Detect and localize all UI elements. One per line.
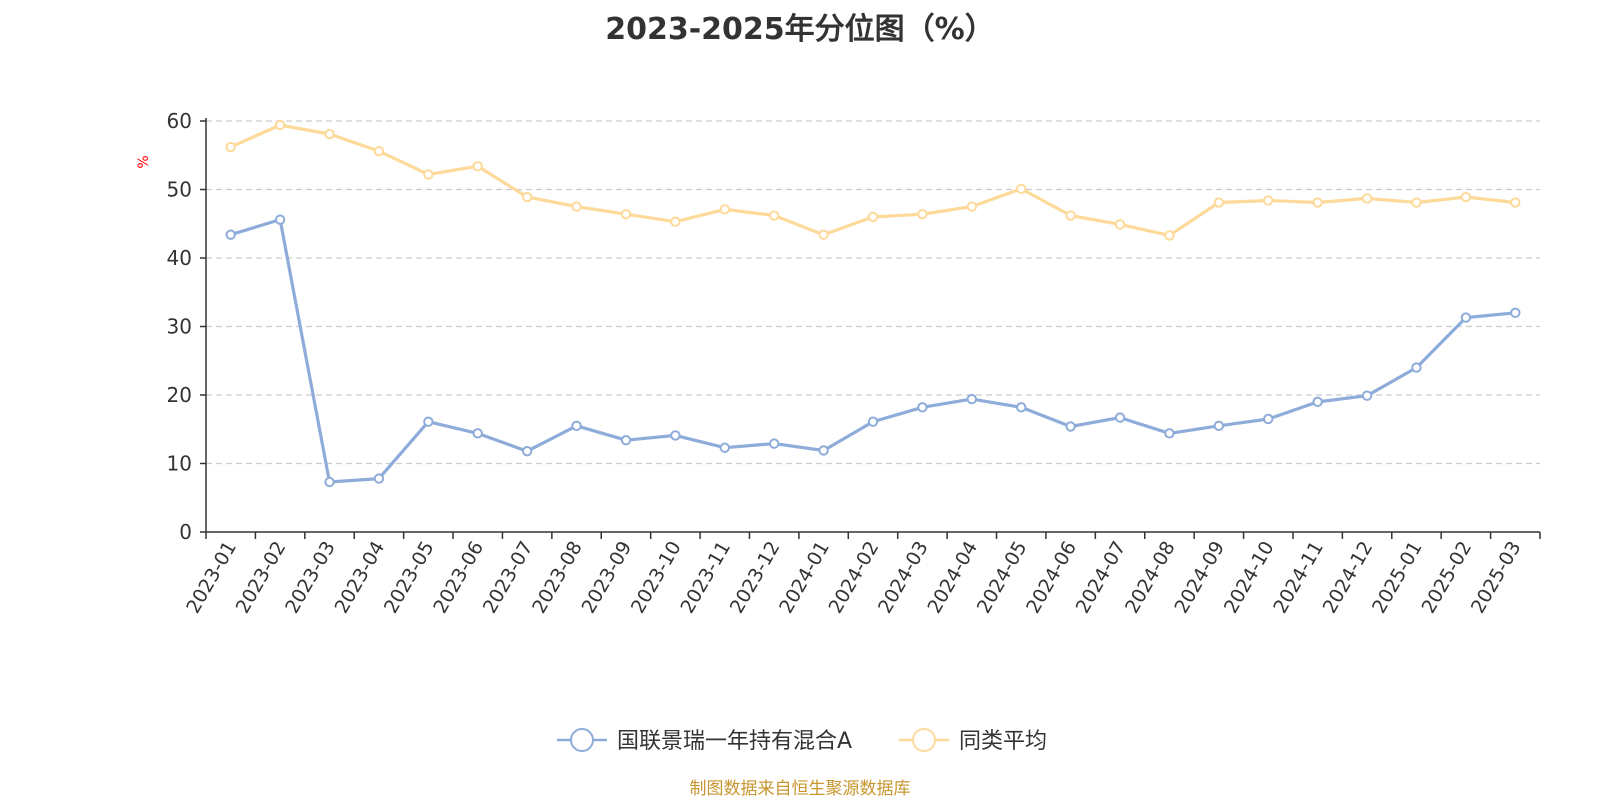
data-point xyxy=(225,141,236,153)
y-tick-label: 20 xyxy=(167,383,192,407)
data-point xyxy=(1510,307,1521,318)
data-point xyxy=(373,473,385,484)
y-axis-unit-label: % xyxy=(136,155,152,168)
x-tick-label: 2025-03 xyxy=(1467,538,1526,618)
data-point xyxy=(1065,210,1076,221)
data-point xyxy=(1164,230,1175,241)
data-point xyxy=(1312,197,1323,208)
data-point xyxy=(1114,412,1126,423)
data-point xyxy=(719,204,730,215)
data-point xyxy=(1213,420,1225,432)
series-layer xyxy=(225,119,1521,488)
gridlines xyxy=(206,120,1540,465)
data-point xyxy=(620,208,632,220)
data-point xyxy=(1460,312,1472,323)
data-point xyxy=(1411,197,1422,208)
data-point xyxy=(768,438,780,449)
data-point xyxy=(917,402,928,413)
data-point xyxy=(571,201,582,212)
data-point xyxy=(620,435,632,446)
data-point xyxy=(1164,428,1175,439)
data-point xyxy=(670,216,681,227)
data-point xyxy=(1411,362,1422,373)
data-point xyxy=(274,214,286,225)
series-1 xyxy=(225,214,1521,488)
legend-item-1[interactable]: 国联景瑞一年持有混合A xyxy=(557,728,852,754)
data-point xyxy=(1312,396,1323,408)
data-point xyxy=(274,119,286,131)
data-point xyxy=(324,476,335,488)
data-point xyxy=(768,210,780,221)
data-point xyxy=(521,445,533,457)
data-point xyxy=(1263,195,1274,206)
data-point xyxy=(966,393,978,405)
legend-item-2[interactable]: 同类平均 xyxy=(899,728,1047,754)
series-2 xyxy=(225,119,1521,241)
data-point xyxy=(1065,421,1076,432)
data-point xyxy=(917,208,928,220)
legend[interactable]: 国联景瑞一年持有混合A 同类平均 xyxy=(557,728,1047,754)
legend-marker xyxy=(570,728,594,752)
data-point xyxy=(719,442,730,453)
data-point xyxy=(1361,390,1373,401)
data-point xyxy=(1016,183,1027,195)
y-tick-label: 60 xyxy=(167,109,192,133)
data-point xyxy=(225,229,236,240)
data-point xyxy=(818,229,829,240)
y-tick-label: 40 xyxy=(167,246,192,270)
data-point xyxy=(423,169,434,180)
data-point xyxy=(472,161,483,172)
data-point xyxy=(1263,413,1274,425)
data-point xyxy=(670,430,681,441)
data-point xyxy=(1361,193,1373,204)
y-tick-label: 50 xyxy=(167,178,192,202)
data-point xyxy=(324,128,335,140)
y-tick-label: 0 xyxy=(179,520,192,544)
legend-label: 国联景瑞一年持有混合A xyxy=(617,729,852,754)
data-point xyxy=(1016,402,1027,413)
data-point xyxy=(867,416,879,427)
chart-title: 2023-2025年分位图（%） xyxy=(605,12,995,47)
data-point xyxy=(867,211,879,223)
data-point xyxy=(373,145,385,157)
data-point xyxy=(1213,197,1225,208)
data-point xyxy=(521,191,533,203)
data-point xyxy=(818,445,829,456)
data-point xyxy=(472,428,483,439)
y-tick-label: 30 xyxy=(167,315,192,339)
data-point xyxy=(1460,191,1472,203)
data-point xyxy=(423,416,434,427)
source-note: 制图数据来自恒生聚源数据库 xyxy=(689,779,911,799)
data-point xyxy=(1510,197,1521,208)
data-point xyxy=(571,420,582,432)
axes: 0102030405060%2023-012023-022023-032023-… xyxy=(136,109,1541,618)
data-point xyxy=(966,201,978,212)
data-point xyxy=(1114,219,1126,230)
legend-marker xyxy=(912,728,936,752)
y-tick-label: 10 xyxy=(167,452,192,476)
legend-label: 同类平均 xyxy=(959,729,1047,754)
series-line xyxy=(230,218,1516,484)
